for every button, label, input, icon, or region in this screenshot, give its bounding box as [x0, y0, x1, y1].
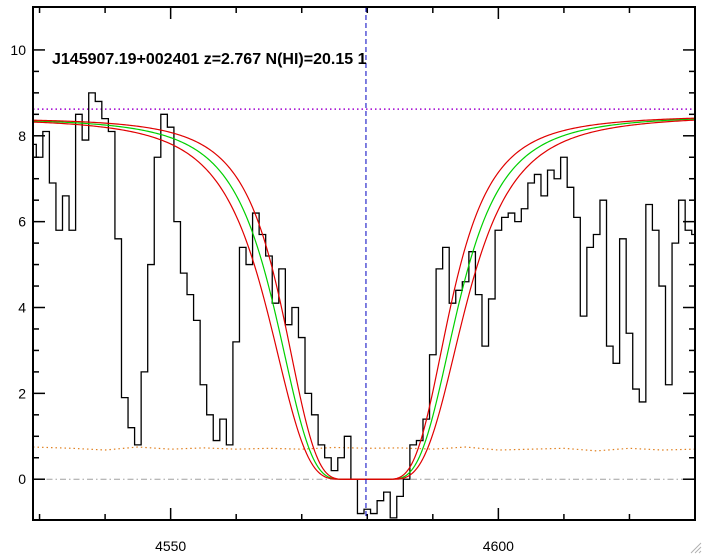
chart-title: J145907.19+002401 z=2.767 N(HI)=20.15 1 — [52, 51, 367, 68]
y-tick-label: 8 — [18, 128, 26, 144]
model-curve-2 — [33, 117, 695, 480]
axis-ticks: 4550 4600 0 2 4 6 8 10 — [10, 7, 696, 554]
flux-series — [33, 92, 695, 519]
y-tick-label: 2 — [18, 385, 26, 401]
resize-grip-icon[interactable] — [688, 540, 702, 554]
y-tick-label: 6 — [18, 214, 26, 230]
x-tick-label: 4550 — [155, 538, 186, 554]
plot-frame — [32, 6, 696, 521]
error-series — [33, 446, 695, 452]
model-curve-1 — [33, 119, 695, 480]
x-tick-label: 4600 — [483, 538, 514, 554]
data-layer — [33, 7, 695, 520]
model-curve-0 — [33, 118, 695, 480]
y-tick-label: 4 — [18, 300, 26, 316]
y-tick-label: 10 — [10, 42, 26, 58]
y-tick-label: 0 — [18, 471, 26, 487]
